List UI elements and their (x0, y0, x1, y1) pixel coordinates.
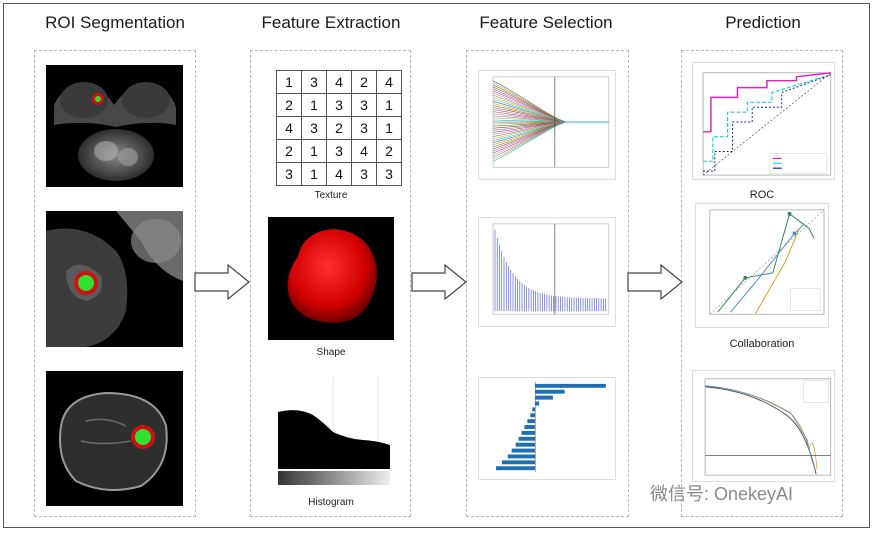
coefficient-bar (521, 430, 536, 435)
texture-cell: 2 (351, 70, 377, 94)
coefficient-bar (535, 389, 565, 394)
arrow-3-icon (627, 264, 683, 300)
coefficient-bar (515, 442, 536, 447)
figure-frame (3, 3, 870, 528)
texture-cell: 3 (351, 116, 377, 140)
texture-cell: 2 (276, 93, 302, 117)
texture-cell: 3 (276, 162, 302, 186)
coefficient-bar (535, 401, 540, 406)
arrow-1-icon (194, 264, 250, 300)
watermark: 微信号: OnekeyAI (650, 484, 794, 504)
coefficient-bar (535, 383, 606, 388)
mri-image-1 (46, 65, 183, 187)
coefficient-bar (518, 436, 536, 441)
texture-cell: 1 (376, 116, 402, 140)
texture-cell: 3 (376, 162, 402, 186)
lasso-cv-plot (478, 217, 616, 327)
texture-cell: 3 (301, 116, 327, 140)
title-feature-selection: Feature Selection (479, 13, 613, 32)
title-prediction: Prediction (725, 13, 801, 32)
texture-cell: 4 (326, 162, 352, 186)
coefficient-bar (527, 419, 536, 424)
coefficient-bar (535, 395, 553, 400)
panel-prediction (681, 50, 843, 517)
coefficient-bar (501, 460, 536, 465)
arrow-2-icon (411, 264, 467, 300)
lasso-path-line (492, 121, 566, 162)
texture-cell: 4 (326, 70, 352, 94)
texture-cell: 2 (376, 139, 402, 163)
histogram-caption: Histogram (308, 497, 354, 508)
coefficient-bar (496, 466, 536, 471)
texture-cell: 4 (351, 139, 377, 163)
texture-cell: 3 (351, 162, 377, 186)
coefficient-bar (530, 413, 536, 418)
texture-cell: 3 (326, 93, 352, 117)
mri-image-2 (46, 211, 183, 347)
texture-cell: 1 (301, 162, 327, 186)
roc-plot (692, 62, 835, 180)
texture-cell: 1 (301, 93, 327, 117)
texture-cell: 2 (276, 139, 302, 163)
texture-cell: 4 (376, 70, 402, 94)
coefficient-bar (524, 425, 536, 429)
coefficient-bar (532, 407, 536, 412)
collaboration-plot (695, 203, 829, 328)
mri-image-3 (46, 371, 183, 506)
texture-cell: 2 (326, 116, 352, 140)
roc-caption: ROC (749, 189, 775, 201)
texture-cell: 4 (276, 116, 302, 140)
texture-cell: 3 (351, 93, 377, 117)
texture-cell: 1 (376, 93, 402, 117)
texture-cell: 3 (326, 139, 352, 163)
shape-caption: Shape (316, 347, 346, 358)
texture-cell: 1 (301, 139, 327, 163)
coefficient-bar (507, 454, 536, 459)
dca-plot (692, 370, 835, 482)
coefficient-bar (511, 448, 536, 453)
shape-render-image (268, 217, 394, 340)
texture-cell: 3 (301, 70, 327, 94)
histogram-image (278, 377, 390, 487)
collaboration-caption: Collaboration (729, 338, 795, 350)
texture-caption: Texture (314, 190, 348, 201)
panel-extraction (250, 50, 411, 517)
title-feature-extraction: Feature Extraction (261, 13, 401, 32)
lasso-path-plot (478, 70, 616, 180)
title-roi-segmentation: ROI Segmentation (45, 13, 185, 32)
coefficient-bar-plot (478, 377, 616, 480)
texture-cell: 1 (276, 70, 302, 94)
